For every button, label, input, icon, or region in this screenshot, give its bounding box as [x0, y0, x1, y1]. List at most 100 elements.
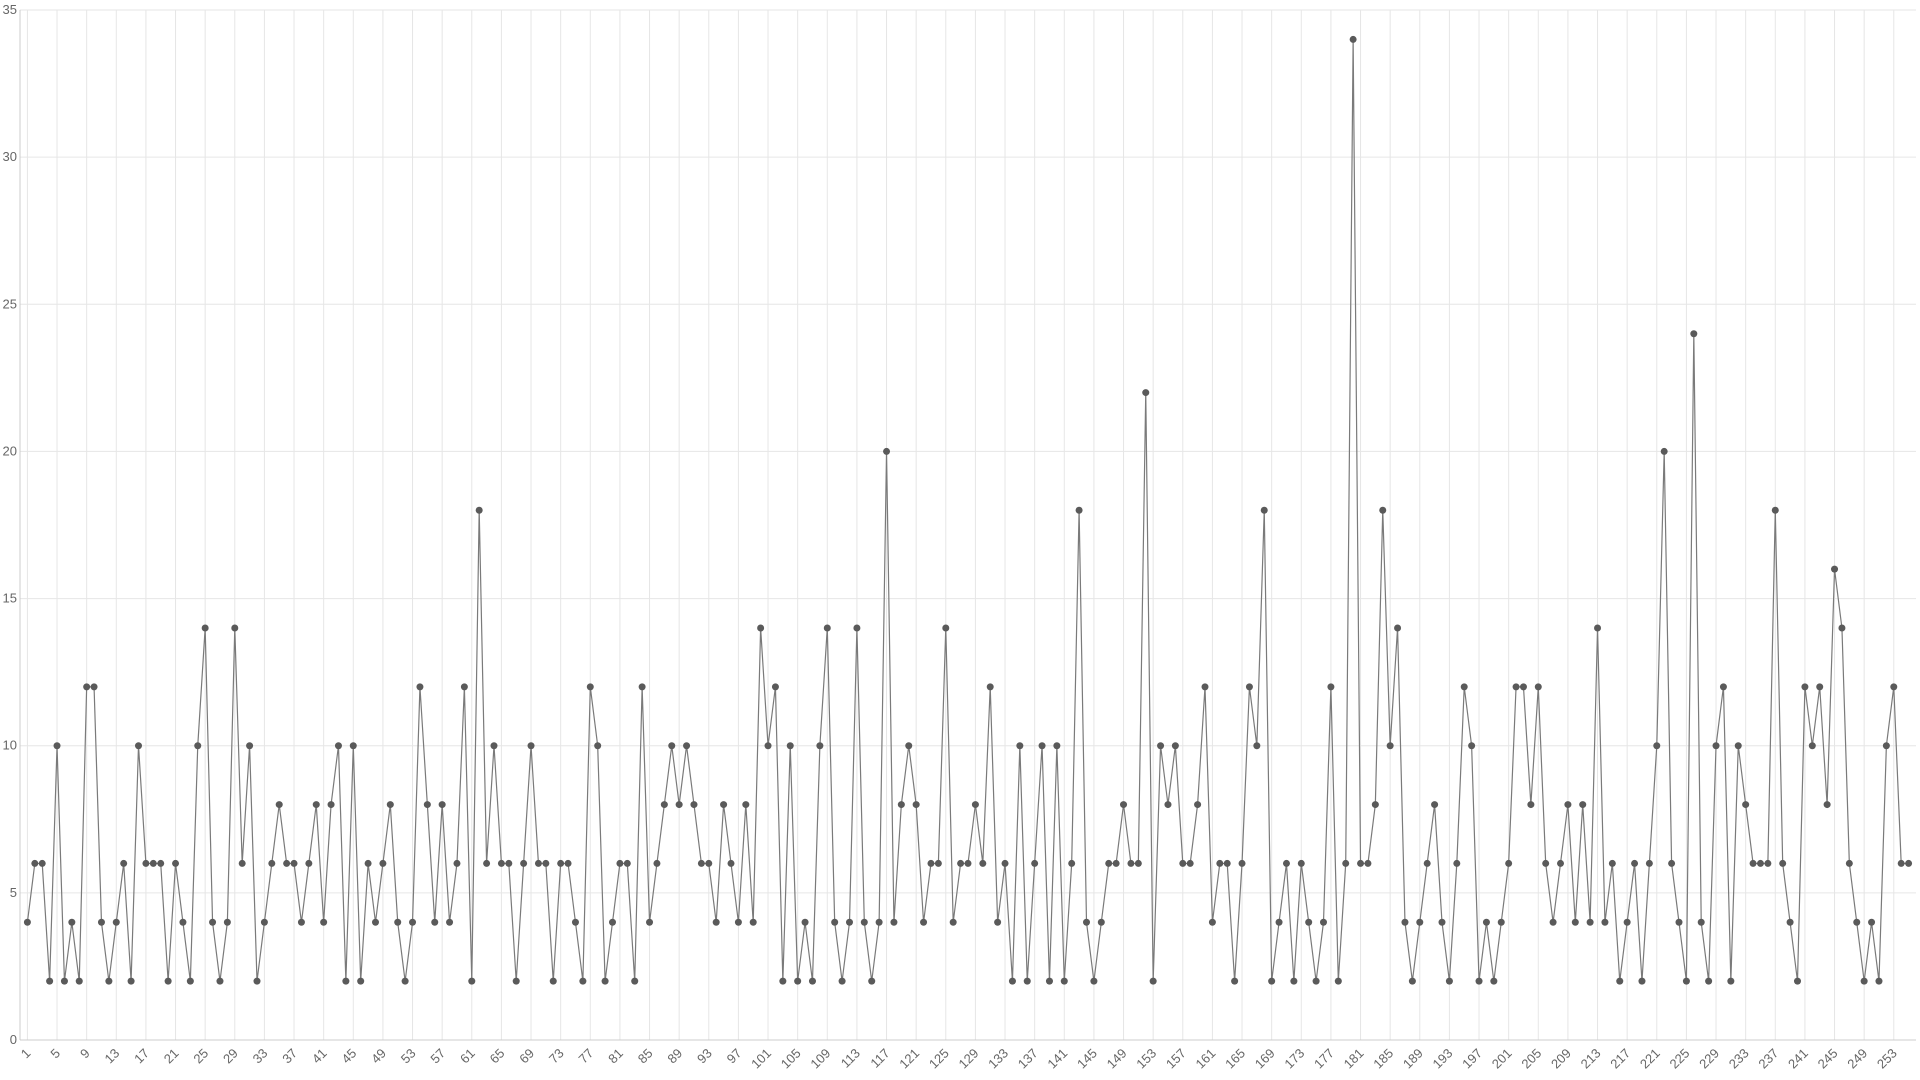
data-point: [142, 859, 150, 867]
data-point: [1201, 683, 1209, 691]
data-point: [1631, 859, 1639, 867]
data-point: [164, 977, 172, 985]
data-point: [475, 506, 483, 514]
data-point: [668, 742, 676, 750]
data-point: [342, 977, 350, 985]
x-tick-label: 65: [487, 1046, 508, 1067]
data-point: [638, 683, 646, 691]
x-tick-label: 249: [1844, 1046, 1870, 1072]
x-tick-label: 213: [1578, 1046, 1604, 1072]
y-tick-label: 35: [3, 2, 17, 17]
data-point: [438, 801, 446, 809]
data-point: [1394, 624, 1402, 632]
data-point: [1001, 859, 1009, 867]
data-point: [1675, 918, 1683, 926]
data-point: [305, 859, 313, 867]
data-point: [1275, 918, 1283, 926]
data-point: [1164, 801, 1172, 809]
data-point: [1623, 918, 1631, 926]
data-point: [1668, 859, 1676, 867]
data-point: [453, 859, 461, 867]
x-tick-label: 5: [47, 1046, 63, 1062]
data-point: [372, 918, 379, 926]
data-point: [260, 918, 268, 926]
x-tick-label: 17: [131, 1046, 152, 1067]
data-point: [557, 859, 565, 867]
data-point: [1357, 859, 1365, 867]
x-tick-label: 161: [1193, 1046, 1219, 1072]
data-point: [1031, 859, 1039, 867]
data-point: [1297, 859, 1305, 867]
data-point: [1882, 742, 1890, 750]
data-point: [1186, 859, 1194, 867]
x-tick-label: 121: [896, 1046, 922, 1072]
data-point: [1097, 918, 1105, 926]
data-point: [1705, 977, 1713, 985]
data-point: [779, 977, 787, 985]
x-tick-label: 81: [605, 1046, 626, 1067]
data-point: [512, 977, 520, 985]
data-point: [1312, 977, 1320, 985]
data-point: [334, 742, 342, 750]
data-point: [1149, 977, 1157, 985]
data-point: [808, 977, 816, 985]
x-tick-label: 205: [1518, 1046, 1544, 1072]
data-point: [683, 742, 691, 750]
data-point: [675, 801, 683, 809]
data-point: [1497, 918, 1505, 926]
x-tick-label: 241: [1785, 1046, 1811, 1072]
data-point: [1290, 977, 1298, 985]
x-tick-label: 77: [576, 1046, 597, 1067]
data-point: [846, 918, 853, 926]
x-tick-label: 165: [1222, 1046, 1248, 1072]
y-tick-label: 15: [3, 591, 17, 606]
data-point: [357, 977, 365, 985]
data-point: [542, 859, 550, 867]
data-point: [520, 859, 528, 867]
x-tick-label: 9: [77, 1046, 93, 1062]
data-point: [1349, 35, 1357, 43]
data-point: [690, 801, 698, 809]
data-point: [1845, 859, 1853, 867]
data-point: [1120, 801, 1128, 809]
data-point: [1645, 859, 1653, 867]
x-tick-label: 225: [1667, 1046, 1693, 1072]
data-point: [1653, 742, 1661, 750]
data-point: [1808, 742, 1816, 750]
data-point: [1142, 389, 1150, 397]
data-point: [653, 859, 661, 867]
data-point: [1586, 918, 1594, 926]
data-point: [320, 918, 328, 926]
data-point: [579, 977, 587, 985]
data-point: [1594, 624, 1602, 632]
data-point: [868, 977, 876, 985]
data-point: [1245, 683, 1253, 691]
data-point: [1697, 918, 1705, 926]
x-tick-label: 153: [1133, 1046, 1159, 1072]
data-point: [853, 624, 861, 632]
x-tick-label: 233: [1726, 1046, 1752, 1072]
data-point: [1786, 918, 1794, 926]
data-point: [771, 683, 779, 691]
x-tick-label: 105: [778, 1046, 804, 1072]
y-tick-label: 0: [10, 1032, 17, 1047]
data-point: [1542, 859, 1550, 867]
data-point: [379, 859, 387, 867]
data-point: [1416, 918, 1424, 926]
data-point: [1779, 859, 1787, 867]
y-tick-label: 5: [10, 885, 17, 900]
data-point: [349, 742, 357, 750]
data-point: [90, 683, 98, 691]
data-point: [1157, 742, 1165, 750]
data-point: [238, 859, 246, 867]
data-point: [897, 801, 905, 809]
x-tick-label: 245: [1815, 1046, 1841, 1072]
data-point: [979, 859, 987, 867]
data-point: [646, 918, 654, 926]
data-point: [742, 801, 750, 809]
data-point: [223, 918, 231, 926]
data-point: [934, 859, 942, 867]
x-tick-label: 73: [546, 1046, 567, 1067]
data-point: [697, 859, 705, 867]
data-point: [1342, 859, 1350, 867]
